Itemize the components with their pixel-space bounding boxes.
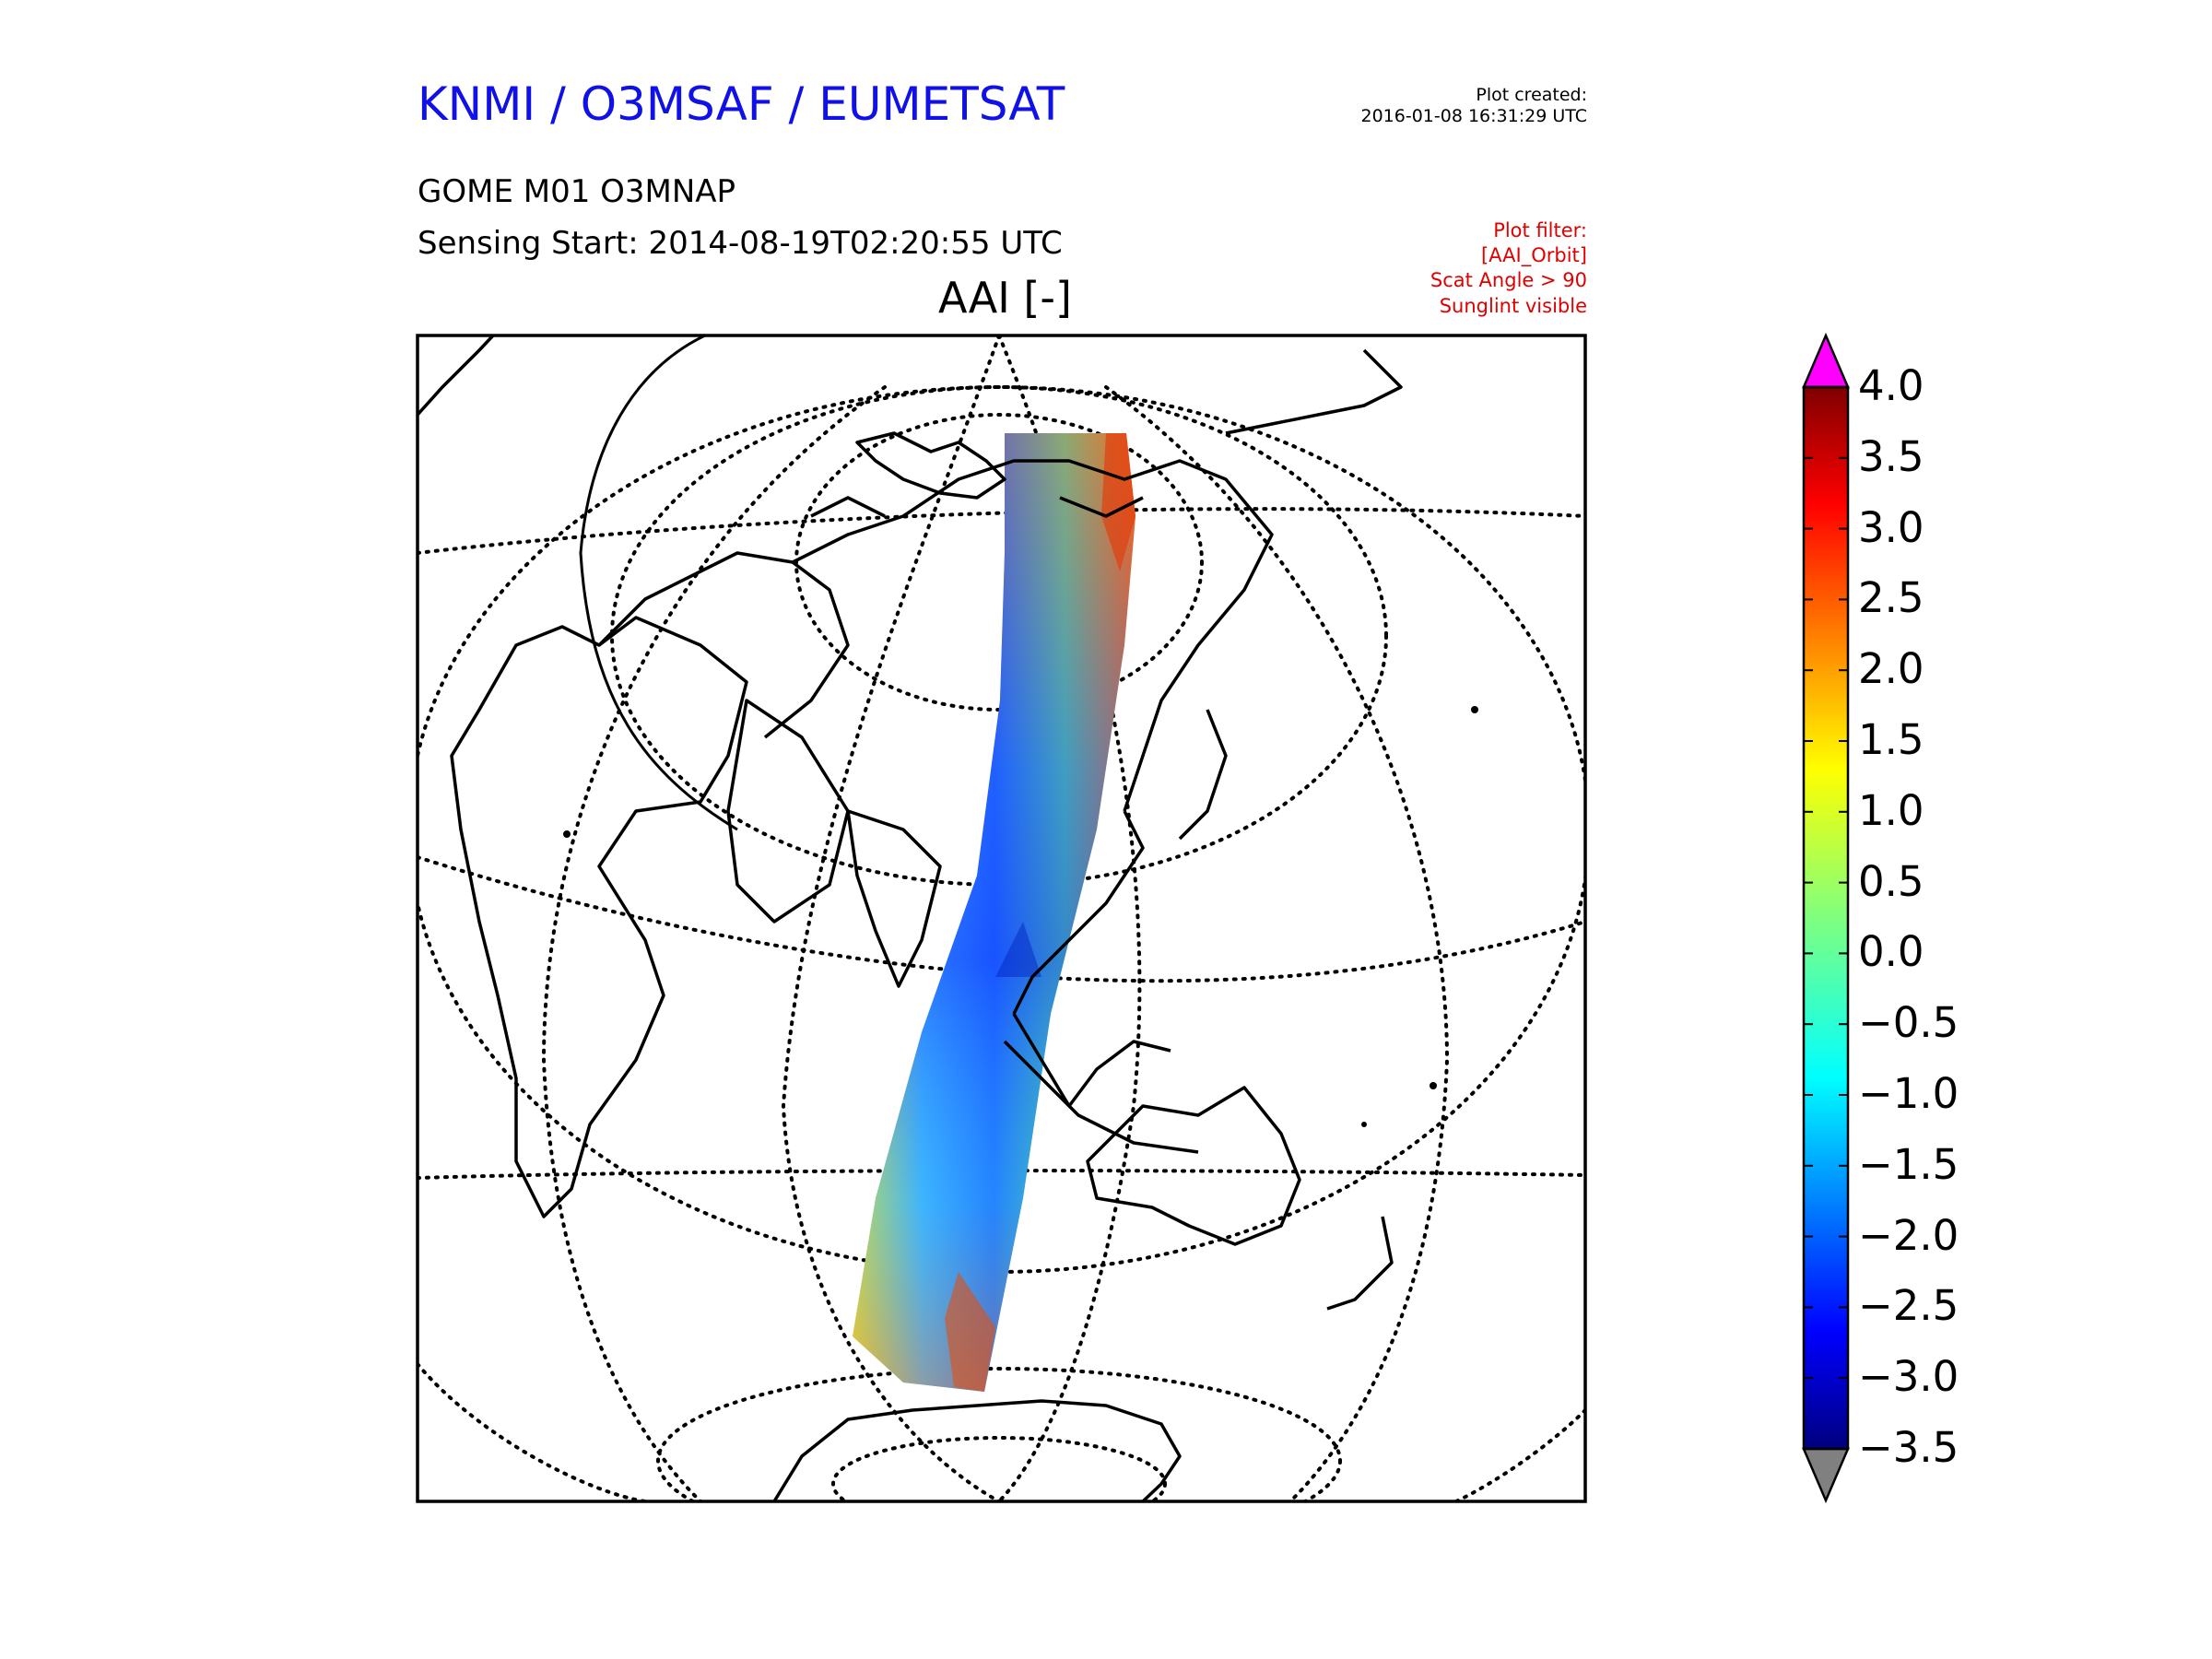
coast-antarctica [772, 1399, 1182, 1501]
plot-filter-item: [AAI_Orbit] [1481, 244, 1587, 266]
map-area [418, 335, 1585, 1501]
org-title: KNMI / O3MSAF / EUMETSAT [418, 77, 1065, 131]
colorbar-tick-label: 3.5 [1858, 431, 1924, 481]
colorbar-tick-label: 2.5 [1858, 573, 1924, 623]
colorbar-tick-label: 0.5 [1858, 856, 1924, 906]
aai-swath-hotspot [945, 1272, 995, 1392]
product-title: GOME M01 O3MNAP [418, 173, 736, 210]
colorbar-tick-label: −2.5 [1858, 1281, 1959, 1331]
colorbar-tick-label: −3.5 [1858, 1423, 1959, 1472]
islands [563, 706, 1478, 1127]
coast-alaska [1225, 348, 1403, 435]
map-frame [416, 334, 1587, 1503]
coast-arctic [855, 431, 1006, 500]
created-label: Plot created: [1476, 85, 1587, 105]
colorbar-tick-label: −1.5 [1858, 1139, 1959, 1189]
plot-filter-label: Plot filter: [1493, 219, 1587, 241]
coast-indonesia [1003, 1040, 1199, 1154]
coast-australia [1086, 1086, 1301, 1246]
coast-africa [450, 616, 748, 1218]
coast-japan [1178, 709, 1228, 841]
colorbar-tick-label: −1.0 [1858, 1069, 1959, 1118]
coast-asia-north [792, 459, 1274, 812]
coastlines [450, 348, 1403, 1501]
plot-filter-item: Scat Angle > 90 [1430, 269, 1587, 291]
colorbar-tick-label: 1.5 [1858, 715, 1924, 764]
colorbar-tick-label: 3.0 [1858, 502, 1924, 552]
coast-india [846, 809, 942, 988]
colorbar-tick-label: 4.0 [1858, 361, 1924, 410]
coast-arctic-islands [810, 496, 1144, 518]
colorbar-tick-label: 2.0 [1858, 644, 1924, 694]
colorbar [1802, 332, 1850, 1504]
coast-seasia [1012, 1013, 1171, 1108]
aai-swath-overlay [853, 433, 1135, 1392]
created-timestamp: 2016-01-08 16:31:29 UTC [1360, 106, 1588, 126]
colorbar-tick-label: −3.0 [1858, 1352, 1959, 1402]
sensing-start: Sensing Start: 2014-08-19T02:20:55 UTC [418, 225, 1063, 262]
coast-europe [597, 551, 850, 739]
colorbar-gradient [1804, 387, 1848, 1449]
colorbar-outline [1802, 385, 1850, 1451]
aai-swath-hotspot [995, 922, 1041, 977]
aai-swath-hotspot [1101, 433, 1135, 571]
coast-arabia [726, 699, 850, 924]
colorbar-tick-label: −2.0 [1858, 1210, 1959, 1260]
coast-newzealand [1326, 1216, 1394, 1311]
colorbar-tick-label: −0.5 [1858, 998, 1959, 1048]
colorbar-over-arrow [1802, 332, 1850, 389]
coast-china [1012, 810, 1145, 1015]
map-title: AAI [-] [938, 273, 1072, 323]
plot-filter-item: Sunglint visible [1439, 295, 1587, 317]
colorbar-tick-label: 0.0 [1858, 927, 1924, 977]
colorbar-under-arrow [1802, 1447, 1850, 1504]
globe-limb [579, 335, 738, 831]
colorbar-ticks [1804, 386, 1848, 1450]
globe-limb [418, 335, 495, 417]
colorbar-tick-label: 1.0 [1858, 785, 1924, 835]
